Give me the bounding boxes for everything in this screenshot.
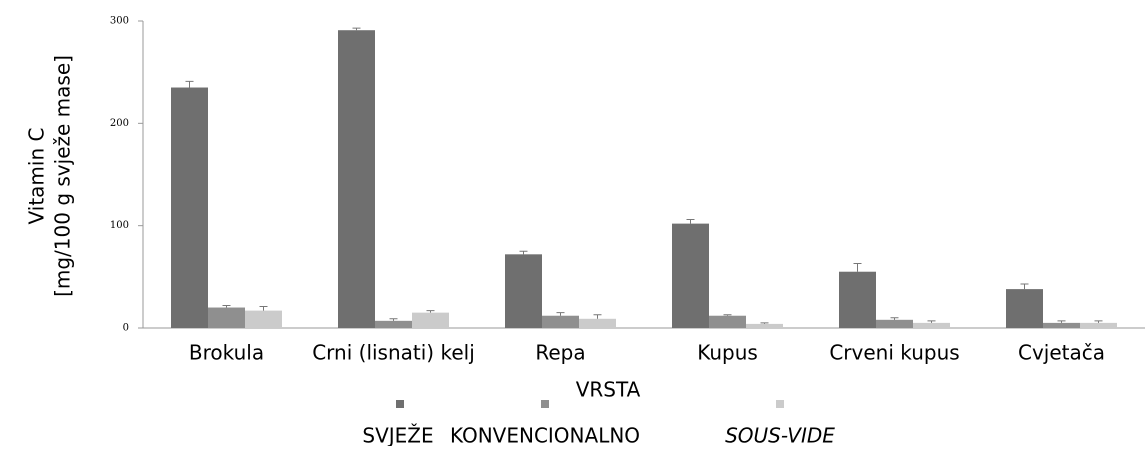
error-bar: [760, 322, 769, 324]
bar: [672, 223, 709, 328]
x-axis-label: VRSTA: [576, 378, 641, 402]
legend-label: SVJEŽE: [362, 424, 433, 447]
error-bar: [853, 263, 862, 272]
bar: [171, 87, 208, 329]
x-tick-label: Brokula: [189, 341, 264, 365]
error-bar: [426, 310, 435, 313]
bar: [245, 310, 282, 328]
error-bar: [185, 80, 194, 88]
error-bar: [593, 314, 602, 319]
bar: [709, 315, 746, 328]
error-bar: [686, 219, 695, 224]
bar: [1043, 322, 1080, 328]
error-bar: [723, 314, 732, 316]
bar: [505, 254, 542, 328]
bar: [1006, 289, 1043, 328]
bar: [338, 30, 375, 329]
error-bar: [259, 306, 268, 311]
legend-swatch: [396, 400, 404, 408]
error-bar: [1057, 320, 1066, 323]
error-bar: [222, 304, 231, 308]
legend-swatch: [776, 400, 784, 408]
legend-label: SOUS-VIDE: [725, 424, 835, 447]
bar: [1080, 322, 1117, 328]
error-bar: [1094, 320, 1103, 323]
bar: [579, 318, 616, 328]
x-tick-label: Repa: [535, 341, 585, 365]
y-axis-label: Vitamin C: [25, 128, 49, 225]
y-tick-label: 200: [110, 118, 129, 129]
y-tick-label: 0: [123, 323, 129, 334]
error-bar: [389, 318, 398, 321]
bar: [375, 320, 412, 328]
y-tick-label: 300: [110, 16, 129, 27]
bar: [542, 315, 579, 328]
x-tick-label: Cvjetača: [1018, 341, 1105, 365]
bar: [839, 271, 876, 328]
legend-swatch: [541, 400, 549, 408]
error-bar: [890, 317, 899, 320]
error-bar: [1020, 283, 1029, 290]
bar: [913, 322, 950, 328]
error-bar: [556, 312, 565, 316]
error-bar: [927, 320, 936, 323]
y-tick-label: 100: [110, 220, 129, 231]
bar: [208, 307, 245, 328]
bar: [876, 319, 913, 328]
error-bar: [352, 27, 361, 31]
x-tick-label: Crveni kupus: [829, 341, 959, 365]
y-axis-label: [mg/100 g svježe mase]: [51, 55, 75, 297]
error-bar: [519, 250, 528, 255]
bar: [746, 323, 783, 328]
x-tick-label: Kupus: [697, 341, 758, 365]
x-tick-label: Crni (lisnati) kelj: [312, 341, 475, 365]
legend-label: KONVENCIONALNO: [450, 424, 640, 447]
bar: [412, 312, 449, 328]
